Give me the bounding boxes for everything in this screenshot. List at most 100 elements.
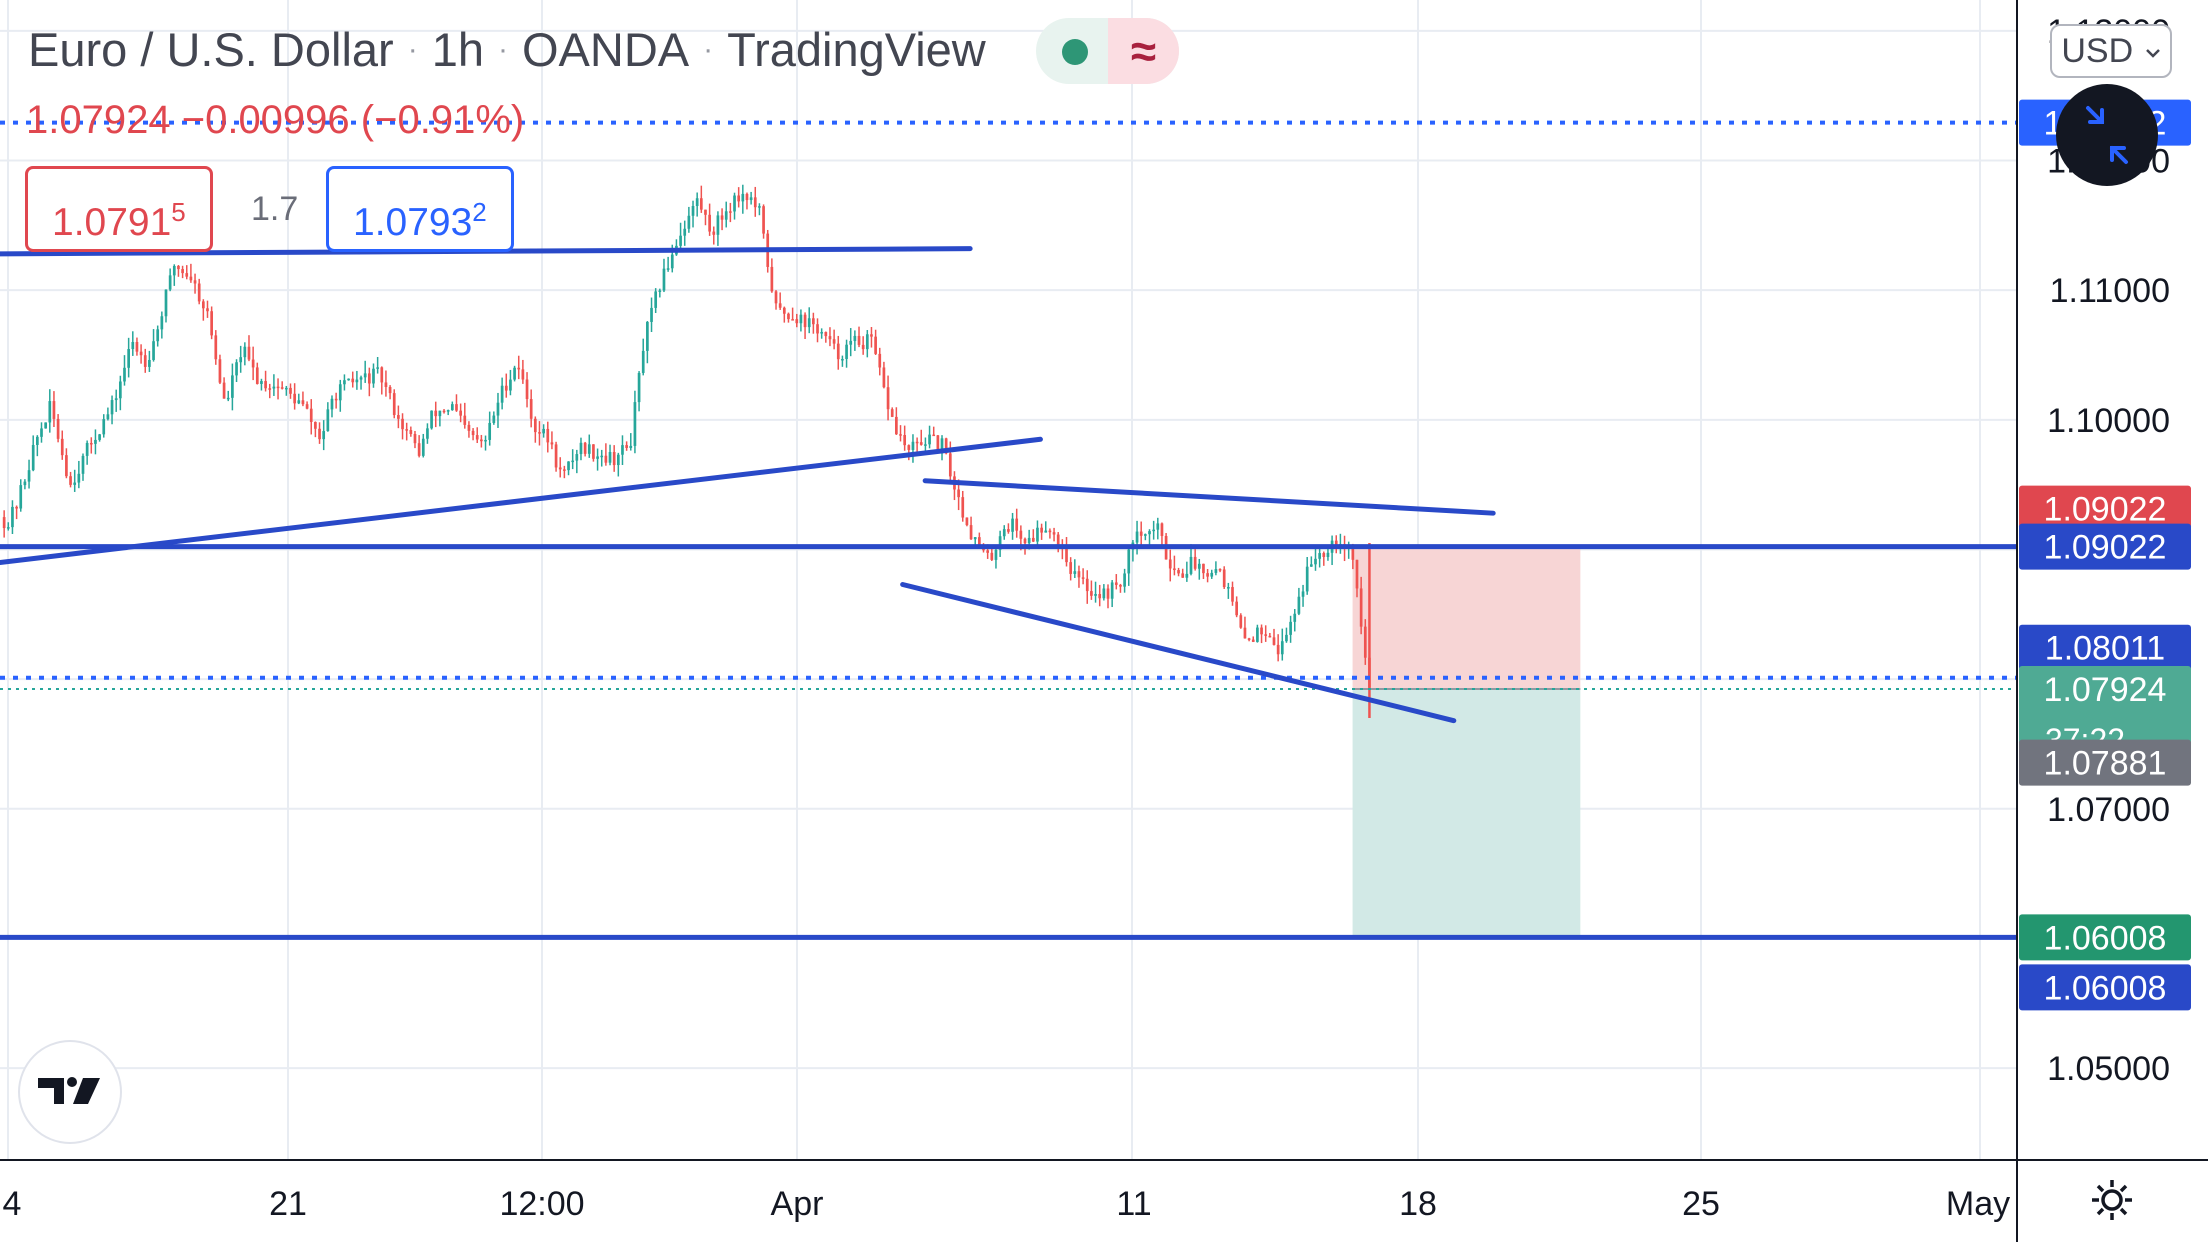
candle-body <box>509 379 512 391</box>
trendline-channel-bottom[interactable] <box>900 581 1457 724</box>
trendline-channel-top[interactable] <box>922 478 1496 516</box>
buy-button[interactable]: 1.07932 <box>326 166 514 252</box>
candle-body <box>641 350 645 373</box>
tradingview-logo[interactable] <box>20 1042 120 1142</box>
candle-body <box>148 359 151 367</box>
candle-body <box>940 438 944 451</box>
candle-body <box>658 290 662 292</box>
candle-body <box>363 373 367 378</box>
candle-body <box>280 387 284 389</box>
candle-body <box>911 441 915 450</box>
price-tick-label: 1.07000 <box>2047 791 2170 829</box>
candle-body <box>475 435 479 440</box>
candle-body <box>1251 639 1255 642</box>
candle-body <box>40 428 43 437</box>
candle-body <box>1334 540 1338 545</box>
candle-body <box>450 404 454 411</box>
candle-body <box>35 436 39 445</box>
currency-select[interactable]: USD <box>2050 24 2172 78</box>
price-tick-label: 1.10000 <box>2047 402 2170 440</box>
symbol-name[interactable]: Euro / U.S. Dollar <box>28 23 394 76</box>
candle-body <box>172 265 176 276</box>
position-zones[interactable] <box>1352 546 1581 938</box>
candle-body <box>961 497 965 518</box>
chevron-down-icon <box>2145 49 2160 58</box>
market-status-toggle[interactable]: ≈ <box>1036 18 1179 84</box>
price-label-1.09022[interactable] <box>2019 523 2191 570</box>
candle-body <box>637 372 641 403</box>
candle-body <box>392 393 396 416</box>
data-problem-icon[interactable]: ≈ <box>1108 18 1179 84</box>
candle-body <box>347 378 350 381</box>
candle-body <box>2 517 6 529</box>
price-lines[interactable] <box>0 120 2017 940</box>
candle-body <box>1144 534 1147 536</box>
candle-body <box>994 549 998 560</box>
candle-body <box>247 346 251 360</box>
candle-body <box>1326 552 1330 557</box>
candle-body <box>417 443 421 456</box>
candle-body <box>1019 530 1023 539</box>
candle-body <box>118 381 122 399</box>
candle-body <box>1351 544 1355 560</box>
candle-body <box>708 214 711 232</box>
candle-body <box>239 357 243 363</box>
candle-body <box>135 342 139 352</box>
candle-body <box>521 369 525 380</box>
price-label-1.08011[interactable] <box>2019 624 2191 671</box>
symbol-header[interactable]: Euro / U.S. Dollar · 1h · OANDA · Tradin… <box>28 22 986 77</box>
price-label-1.06008[interactable] <box>2019 964 2191 1011</box>
price-label-text: 1.09022 <box>2044 529 2167 567</box>
candle-body <box>1002 529 1006 537</box>
candle-body <box>110 400 114 415</box>
candle-body <box>1027 537 1031 544</box>
chart-settings-button[interactable] <box>2084 1172 2140 1228</box>
candle-body <box>812 318 815 325</box>
candle-body <box>596 456 599 459</box>
price-label-1.06008[interactable] <box>2019 914 2191 961</box>
candle-body <box>388 387 392 394</box>
price-label-1.09022[interactable] <box>2019 485 2191 532</box>
candle-body <box>608 452 612 463</box>
sell-button[interactable]: 1.07915 <box>25 166 213 252</box>
candle-body <box>201 301 205 309</box>
chart-grid <box>0 0 2017 1160</box>
candle-body <box>309 408 313 422</box>
candle-body <box>226 397 230 400</box>
trendlines[interactable] <box>0 246 1496 724</box>
candle-body <box>430 410 433 429</box>
candle-body <box>737 195 741 202</box>
candle-body <box>397 415 400 419</box>
candle-body <box>517 367 521 370</box>
candle-body <box>214 335 218 360</box>
candle-body <box>193 280 197 284</box>
candle-body <box>903 435 907 446</box>
price-axis[interactable]: 1.130001.120001.110001.100001.090001.080… <box>2016 0 2208 1242</box>
price-label-1.07881[interactable] <box>2019 739 2191 786</box>
trendline-rising-support[interactable] <box>0 436 1043 565</box>
candle-body <box>276 386 280 389</box>
candle-body <box>293 393 296 404</box>
interval-label[interactable]: 1h <box>431 23 484 76</box>
candle-body <box>874 336 877 354</box>
candle-body <box>1280 641 1284 655</box>
candle-body <box>168 275 172 290</box>
candle-body <box>1289 621 1292 635</box>
candle-body <box>729 211 732 213</box>
candle-body <box>533 418 537 433</box>
candle-body <box>782 307 786 314</box>
minimize-button[interactable] <box>2056 84 2158 186</box>
candle-body <box>131 342 135 350</box>
stop-loss-zone[interactable] <box>1352 546 1581 690</box>
candle-body <box>749 197 753 201</box>
take-profit-zone[interactable] <box>1352 689 1581 938</box>
candle-body <box>1268 635 1272 638</box>
candle-body <box>289 387 292 394</box>
time-axis[interactable]: 4 21 12:00 Apr 11 18 25 May <box>0 1159 2208 1223</box>
candle-body <box>1363 626 1367 658</box>
candle-body <box>795 319 799 324</box>
candle-body <box>824 332 828 337</box>
candle-body <box>330 398 334 410</box>
candle-body <box>928 434 931 445</box>
